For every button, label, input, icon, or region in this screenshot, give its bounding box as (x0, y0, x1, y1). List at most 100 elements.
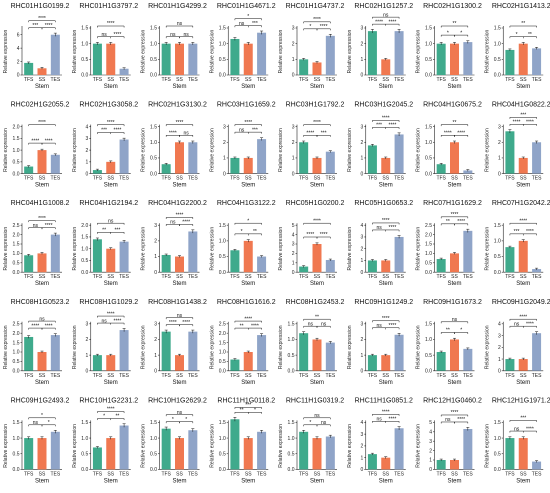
x-tick-label: TFS (93, 373, 103, 379)
sig-label: ** (240, 323, 244, 329)
sig-label: **** (444, 130, 452, 136)
y-tick-label: 2 (85, 148, 88, 154)
bar-tfs (505, 438, 515, 470)
bar-tes (532, 269, 542, 273)
x-tick-label: TFS (93, 77, 103, 83)
y-tick-label: 0.5 (150, 451, 157, 457)
y-tick-label: 0.5 (150, 57, 157, 63)
y-tick-label: 1 (360, 57, 363, 63)
y-tick-label: 0 (360, 467, 363, 473)
panel-title: RHC11H1G0851.2 (355, 397, 413, 404)
x-tick-label: TFS (505, 274, 515, 280)
sig-label: ns (452, 317, 458, 323)
x-tick-label: TFS (24, 77, 34, 83)
x-tick-label: TES (325, 373, 335, 379)
y-tick-label: 1.0 (288, 436, 295, 442)
x-tick-label: SS (451, 373, 458, 379)
x-tick-label: TES (532, 471, 542, 477)
y-tick-label: 2.5 (425, 223, 432, 229)
sig-label: **** (306, 130, 314, 136)
bar-tfs (24, 438, 34, 470)
bar-tfs (230, 157, 240, 174)
panel-title: RHC01H1G4299.2 (148, 3, 207, 10)
x-tick-label: TFS (505, 373, 515, 379)
sig-label: **** (382, 409, 390, 415)
sig-label: **** (45, 23, 53, 29)
panel-title: RHC11H1G0319.2 (286, 397, 344, 404)
bar-tes (257, 431, 267, 470)
sig-label: * (254, 407, 256, 413)
x-tick-label: TFS (436, 176, 446, 182)
sig-bracket (165, 414, 194, 417)
y-axis-label: Relative expression (3, 29, 9, 73)
x-tick-label: SS (314, 373, 321, 379)
x-axis-label: Stem (516, 183, 530, 189)
bar-tes (188, 43, 198, 75)
y-tick-label: 3 (154, 322, 157, 328)
y-tick-label: 0 (223, 171, 226, 177)
y-tick-label: 1.5 (219, 420, 226, 426)
sig-label: ns (445, 417, 451, 423)
sig-bracket (28, 417, 56, 420)
x-axis-label: Stem (172, 380, 186, 386)
y-tick-label: 3 (85, 136, 88, 142)
x-axis-label: Stem (447, 183, 461, 189)
x-tick-label: TFS (161, 274, 171, 280)
x-tick-label: SS (39, 373, 46, 379)
y-axis-label: Relative expression (72, 325, 78, 369)
bar-tfs (367, 454, 377, 470)
bar-tfs (230, 359, 240, 371)
y-tick-label: 0.5 (219, 254, 226, 260)
sig-bracket (97, 25, 125, 28)
bar-tes (257, 256, 267, 273)
bar-tes (394, 428, 404, 470)
y-tick-label: 0.0 (494, 270, 501, 276)
sig-bracket (372, 16, 400, 19)
sig-label: * (103, 414, 105, 420)
sig-label: **** (389, 225, 397, 231)
panel: RHC08H1G2453.2 Relative expression 0.0 0.5 1… (278, 299, 344, 386)
sig-label: ns (39, 316, 45, 322)
sig-label: * (247, 218, 249, 224)
y-tick-label: 1.0 (425, 41, 432, 47)
y-tick-label: 0.5 (425, 261, 432, 267)
x-tick-label: TFS (368, 77, 378, 83)
y-tick-label: 1.5 (219, 26, 226, 32)
sig-label: **** (182, 220, 190, 226)
x-tick-label: SS (107, 373, 114, 379)
x-tick-label: TFS (161, 176, 171, 182)
x-tick-label: TES (325, 176, 335, 182)
y-axis-label: Relative expression (3, 128, 9, 172)
sig-label: **** (382, 316, 390, 322)
y-axis-label: Relative expression (278, 424, 284, 468)
y-tick-label: 2.5 (13, 223, 20, 229)
bar-ss (106, 355, 116, 371)
x-tick-label: TES (119, 471, 129, 477)
bar-ss (450, 253, 459, 273)
x-tick-label: TFS (161, 77, 171, 83)
bar-tfs (505, 131, 515, 174)
x-axis-label: Stem (310, 478, 324, 484)
y-tick-label: 0.0 (13, 171, 20, 177)
y-tick-label: 2 (17, 59, 20, 65)
sig-label: **** (313, 218, 321, 224)
sig-label: **** (306, 232, 314, 238)
x-axis-label: Stem (172, 84, 186, 90)
panel: RHC05H1G0653.2 Relative expression 0 1 2 3 4 TF… (347, 200, 413, 287)
sig-bracket (372, 414, 400, 416)
x-tick-label: TFS (436, 373, 446, 379)
sig-label: *** (245, 403, 251, 409)
y-tick-label: 0.5 (13, 160, 20, 166)
sig-label: **** (114, 32, 122, 38)
y-tick-label: 3 (360, 235, 363, 241)
y-tick-label: 1.5 (494, 223, 501, 229)
sig-label: ns (177, 313, 183, 319)
bar-tfs (161, 254, 171, 273)
sig-label: **** (389, 19, 397, 25)
sig-label: *** (114, 228, 120, 234)
panel: RHC09H1G2493.2 Relative expression 0.0 0.5 1… (3, 397, 69, 484)
sig-label: * (309, 24, 311, 30)
bar-ss (175, 438, 184, 470)
y-tick-label: 1.0 (13, 148, 20, 154)
